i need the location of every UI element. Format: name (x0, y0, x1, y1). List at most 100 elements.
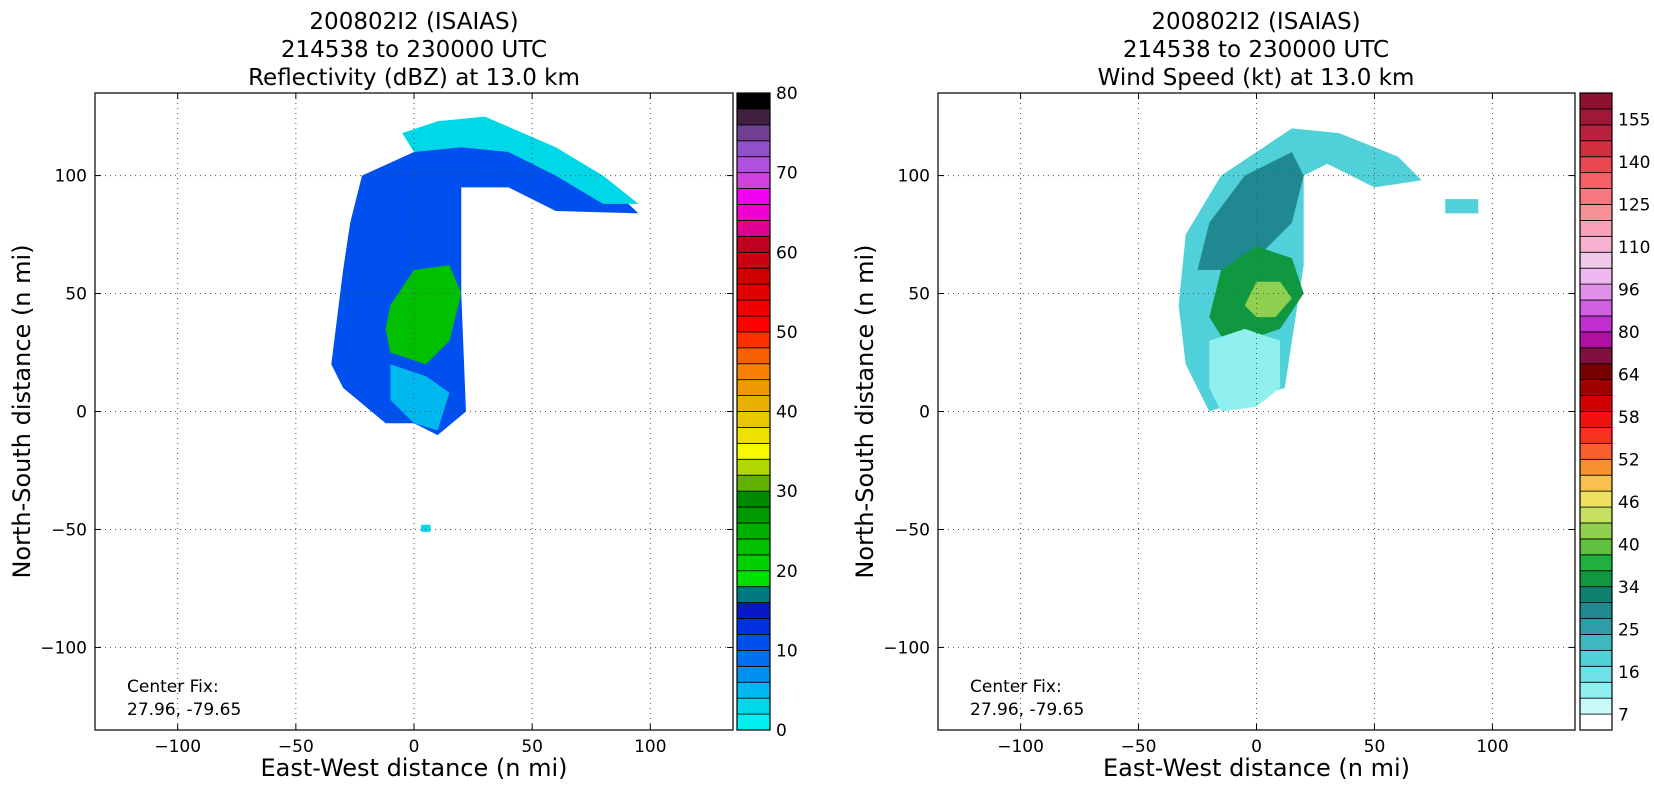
chart-title-line: 214538 to 230000 UTC (1123, 37, 1389, 63)
colorbar-segment (736, 204, 771, 221)
colorbar-segment (736, 506, 771, 524)
colorbar-segment (1579, 251, 1613, 269)
colorbar-segment (736, 697, 771, 715)
data-region-south-fringe (390, 364, 450, 431)
x-tick-label: 100 (634, 737, 666, 757)
colorbar-segment (1579, 347, 1613, 365)
colorbar-segment (1579, 602, 1613, 619)
data-region-speck (421, 524, 431, 532)
colorbar-segment (736, 442, 771, 460)
colorbar-tick-label: 10 (776, 641, 798, 661)
colorbar-segment (736, 124, 771, 142)
colorbar-segment (736, 570, 771, 588)
y-tick-label: −50 (51, 520, 87, 540)
colorbar-segment (736, 92, 771, 110)
colorbar-segment (1579, 681, 1613, 699)
y-tick-label: −50 (894, 520, 930, 540)
colorbar-segment (1579, 156, 1613, 174)
colorbar-tick-label: 125 (1618, 196, 1650, 216)
center-fix-value: 27.96, -79.65 (127, 700, 241, 720)
colorbar-segment (1579, 506, 1613, 524)
colorbar-segment (736, 490, 771, 508)
colorbar-segment (1579, 554, 1613, 572)
colorbar-segment (1579, 697, 1613, 715)
x-axis-label: East-West distance (n mi) (260, 754, 567, 782)
colorbar-segment (1579, 204, 1613, 221)
colorbar-segment (736, 681, 771, 699)
colorbar-segment (736, 347, 771, 365)
colorbar-segment (736, 554, 771, 572)
colorbar-tick-label: 0 (776, 721, 787, 741)
colorbar-tick-label: 140 (1618, 153, 1650, 173)
x-tick-label: −100 (154, 737, 201, 757)
colorbar-segment (736, 331, 771, 349)
data-region-core (385, 265, 462, 365)
colorbar-tick-label: 46 (1618, 493, 1640, 513)
chart-title-line: Reflectivity (dBZ) at 13.0 km (248, 65, 580, 91)
colorbar-segment (736, 522, 771, 540)
colorbar-segment (1579, 283, 1613, 301)
colorbar-segment (736, 618, 771, 635)
y-tick-label: 50 (65, 285, 87, 305)
colorbar-segment (1579, 458, 1613, 476)
x-tick-label: 50 (521, 737, 543, 757)
colorbar-segment (736, 395, 771, 412)
colorbar-segment (1579, 538, 1613, 556)
colorbar-segment (736, 267, 771, 285)
x-tick-label: 100 (1476, 737, 1508, 757)
y-tick-label: −100 (883, 638, 930, 658)
y-tick-label: −100 (40, 638, 87, 658)
colorbar-segment (736, 538, 771, 556)
colorbar-segment (1579, 188, 1613, 205)
colorbar-tick-label: 30 (776, 482, 798, 502)
y-axis-label: North-South distance (n mi) (8, 244, 36, 578)
y-tick-label: 0 (919, 403, 930, 423)
chart-title-line: 200802I2 (ISAIAS) (1151, 9, 1360, 35)
colorbar-tick-label: 60 (776, 243, 798, 263)
colorbar-tick-label: 80 (776, 84, 798, 104)
data-region-east-speck (1445, 199, 1479, 214)
colorbar-tick-label: 64 (1618, 366, 1640, 386)
y-tick-label: 100 (898, 167, 930, 187)
colorbar-tick-label: 70 (776, 164, 798, 184)
colorbar-segment (736, 363, 771, 381)
x-tick-label: −50 (1121, 737, 1157, 757)
colorbar-segment (736, 649, 771, 667)
colorbar-segment (1579, 618, 1613, 635)
colorbar-segment (736, 172, 771, 189)
data-region-green-band (1197, 151, 1304, 270)
colorbar-tick-label: 40 (776, 403, 798, 423)
center-fix-label: Center Fix: (127, 677, 219, 697)
center-fix-value: 27.96, -79.65 (970, 700, 1084, 720)
panel-left: 200802I2 (ISAIAS)214538 to 230000 UTCRef… (8, 9, 798, 782)
colorbar-segment (1579, 172, 1613, 189)
plot-area (331, 116, 639, 532)
colorbar-segment (1579, 219, 1613, 237)
x-tick-label: 0 (409, 737, 420, 757)
colorbar-segment (1579, 299, 1613, 317)
colorbar-segment (1579, 649, 1613, 667)
colorbar-tick-label: 40 (1618, 535, 1640, 555)
colorbar-segment (1579, 315, 1613, 333)
colorbar-tick-label: 155 (1618, 111, 1650, 131)
plot-area (1178, 128, 1479, 412)
colorbar-tick-label: 16 (1618, 663, 1640, 683)
colorbar-segment (1579, 586, 1613, 603)
colorbar-segment (736, 140, 771, 158)
colorbar-tick-label: 96 (1618, 281, 1640, 301)
colorbar-segment (736, 379, 771, 396)
colorbar-tick-label: 58 (1618, 408, 1640, 428)
colorbar-segment (1579, 331, 1613, 349)
x-tick-label: 0 (1251, 737, 1262, 757)
panel-right: 200802I2 (ISAIAS)214538 to 230000 UTCWin… (851, 9, 1650, 782)
colorbar-segment (736, 474, 771, 492)
colorbar-tick-label: 52 (1618, 450, 1640, 470)
y-tick-label: 50 (908, 285, 930, 305)
colorbar-segment (736, 251, 771, 269)
y-tick-label: 0 (76, 403, 87, 423)
center-fix-label: Center Fix: (970, 677, 1062, 697)
colorbar-segment (736, 188, 771, 205)
colorbar-segment (1579, 92, 1613, 110)
chart-title-line: 200802I2 (ISAIAS) (309, 9, 518, 35)
colorbar-segment (736, 156, 771, 174)
